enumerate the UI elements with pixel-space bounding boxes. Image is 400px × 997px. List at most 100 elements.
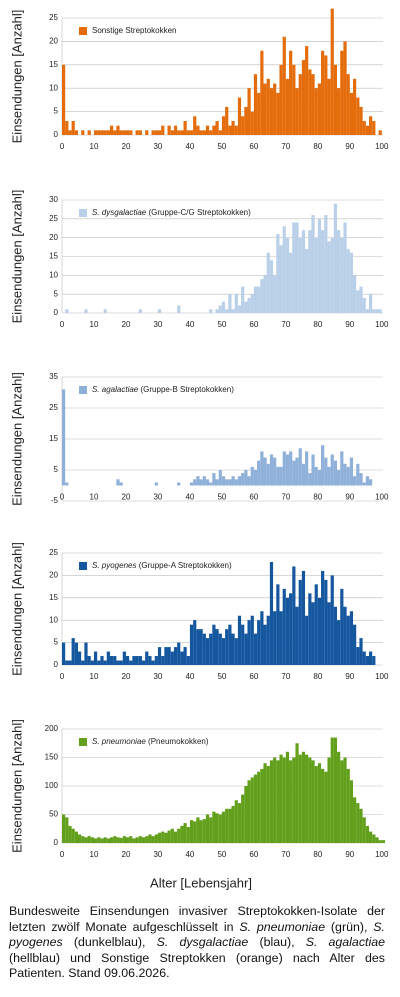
x-tick-label: 0 [60,320,65,329]
caption-segment: Bundesweite Einsendungen invasiver Strep… [9,904,385,934]
bar [305,754,309,843]
bar [132,838,136,843]
x-tick-label: 30 [153,672,162,681]
bar [215,120,219,135]
bar [93,130,98,135]
caption-segment: (dunkelblau), [62,935,157,950]
bar [289,593,293,665]
bar [241,116,245,135]
bar [269,561,274,665]
bar [378,840,382,843]
x-tick-label: 60 [249,142,258,151]
y-tick-label: 50 [49,810,58,819]
bar [285,454,290,486]
bar [225,106,229,135]
bar [279,245,283,313]
bar [173,125,178,135]
bar [346,74,350,135]
bar [148,656,152,665]
y-axis-title: Einsendungen [Anzahl] [9,719,24,853]
bar [343,606,347,665]
y-tick-label: 30 [49,195,58,204]
bar [122,836,126,843]
bar [106,651,110,665]
bar [321,768,325,843]
bar [257,92,261,135]
bar [317,83,322,135]
bar [253,286,258,313]
x-tick-label: 100 [375,850,389,859]
y-tick-label: 15 [49,60,58,69]
x-tick-label: 60 [249,672,258,681]
bar [260,50,264,136]
bar [65,482,69,486]
bar [365,476,370,486]
bar [65,309,69,313]
bar [317,597,322,665]
bar [221,476,226,486]
bar [231,476,235,486]
bar [74,130,78,135]
bar [378,309,382,313]
bar [237,476,242,486]
y-tick-label: 5 [54,289,59,298]
bar [273,611,277,665]
bar [141,660,146,665]
bar [282,36,286,135]
bar [321,230,325,313]
bar [212,125,216,135]
legend-label: S. pyogenes (Gruppe-A Streptokokken) [92,561,232,570]
bar [90,660,94,665]
bar [285,751,290,843]
bar [103,660,107,665]
y-tick-label: 100 [45,781,59,790]
bar [125,656,130,665]
bar [151,130,155,135]
bar [346,615,350,665]
bar [218,814,222,843]
bar [244,633,248,665]
bar [196,476,200,486]
bar [237,305,242,313]
bar [183,647,187,665]
bar [295,606,299,665]
bar [327,241,331,313]
bar [349,611,354,665]
bar [129,130,133,135]
x-tick-label: 60 [249,320,258,329]
bar [138,130,142,135]
bar [65,817,69,843]
bar [202,476,206,486]
bar [62,642,66,665]
bar [84,642,88,665]
bar [228,125,232,135]
bar [189,482,194,486]
bar [231,633,235,665]
bar [199,479,203,486]
bar [311,760,315,843]
bar [180,130,184,135]
bar [90,837,94,843]
bar [234,294,238,313]
y-tick-label: 25 [49,214,58,223]
y-tick-label: 20 [49,233,58,242]
bar [145,836,149,843]
x-tick-label: 80 [313,142,322,151]
bar [161,831,165,843]
bar [196,629,200,665]
bar [340,50,344,136]
bar [353,624,357,665]
bar [218,305,222,313]
bar [65,660,69,665]
bar [353,275,357,313]
y-axis-title: Einsendungen [Anzahl] [9,542,24,676]
bar [250,294,254,313]
bar [228,294,232,313]
bar [301,751,306,843]
bar [289,451,293,486]
bar [68,825,72,843]
bar [122,651,126,665]
x-tick-label: 90 [345,850,354,859]
bar [167,647,171,665]
bar [301,463,306,486]
